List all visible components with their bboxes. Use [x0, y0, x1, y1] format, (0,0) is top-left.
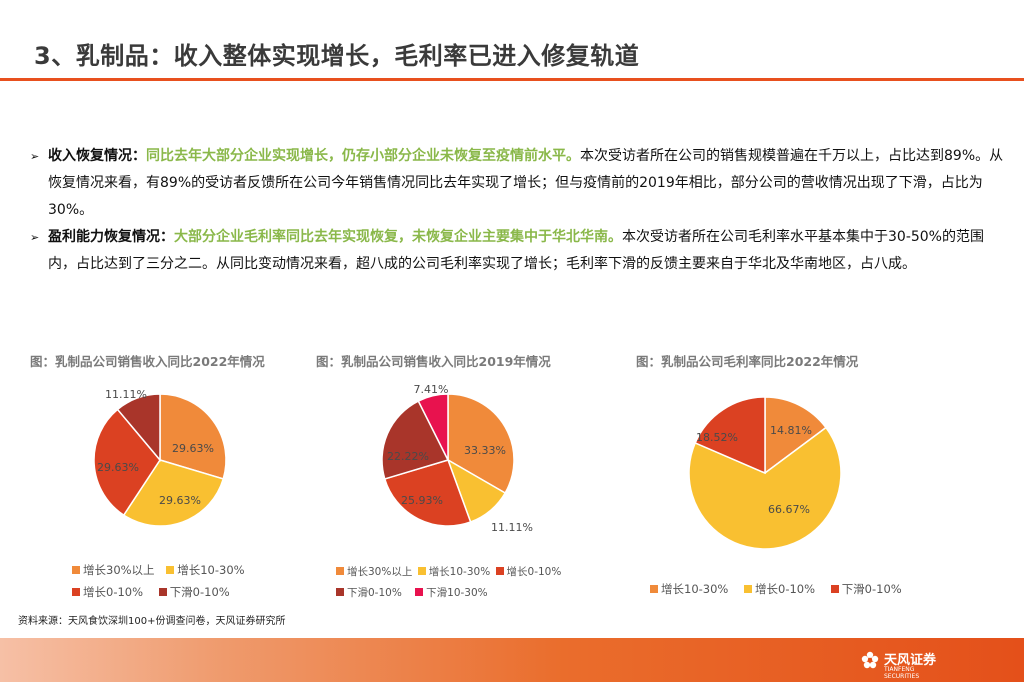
pie-data-label: 7.41%	[414, 383, 449, 396]
pie-data-label: 25.93%	[401, 494, 443, 507]
pie-slice-4	[116, 393, 161, 463]
legend-item: 增长30%以上	[336, 566, 412, 578]
pie-slice-3	[93, 408, 161, 517]
pie-slice-2	[122, 459, 225, 527]
arrow-bullet-icon: ➢	[30, 231, 40, 244]
bullet-highlight: 大部分企业毛利率同比去年实现恢复，未恢复企业主要集中于华北华南。	[174, 229, 622, 245]
chart-1-pie: 29.63% 29.63% 29.63% 11.11%	[93, 388, 227, 527]
title-divider	[0, 78, 1024, 81]
legend-swatch	[830, 585, 839, 593]
pie-data-label: 66.67%	[768, 503, 810, 516]
legend-item: 下滑0-10%	[830, 582, 902, 596]
legend-swatch	[158, 588, 167, 596]
pie-slice-3	[383, 459, 472, 527]
pie-data-label: 11.11%	[105, 388, 147, 401]
bullet-profitability: ➢ 盈利能力恢复情况：大部分企业毛利率同比去年实现恢复，未恢复企业主要集中于华北…	[30, 224, 1005, 278]
pie-slice-1	[764, 396, 827, 475]
pie-slice-1	[447, 393, 515, 495]
legend-item: 下滑0-10%	[158, 585, 230, 599]
brand-subtitle: TIANFENG SECURITIES	[884, 666, 920, 680]
pie-data-label: 29.63%	[159, 494, 201, 507]
source-note: 资料来源：天风食饮深圳100+份调查问卷，天风证券研究所	[18, 616, 286, 627]
chart-1-title: 图：乳制品公司销售收入同比2022年情况	[30, 354, 265, 369]
legend-swatch	[166, 566, 175, 574]
legend-swatch	[495, 567, 504, 575]
arrow-bullet-icon: ➢	[30, 150, 40, 163]
bullet-lead: 盈利能力恢复情况：	[48, 229, 174, 245]
pie-slice-4	[381, 400, 450, 480]
chart-2-legend: 增长30%以上 增长10-30% 增长0-10% 下滑0-10% 下滑10-30…	[336, 564, 561, 600]
bullet-body: 本次受访者所在公司毛利率水平基本集中于30-50%的范围内，占比达到了三分之二。…	[48, 229, 984, 272]
legend-item: 下滑0-10%	[336, 587, 402, 599]
chart-2-title: 图：乳制品公司销售收入同比2019年情况	[316, 354, 551, 369]
legend-item: 增长10-30%	[650, 582, 728, 596]
chart-2-pie: 33.33% 11.11% 25.93% 22.22% 7.41%	[381, 383, 533, 534]
chart-3-pie: 14.81% 66.67% 18.52%	[688, 396, 842, 550]
legend-item: 增长10-30%	[417, 566, 490, 578]
legend-swatch	[417, 567, 426, 575]
legend-item: 增长0-10%	[72, 585, 143, 599]
chart-3-title: 图：乳制品公司毛利率同比2022年情况	[636, 354, 859, 369]
legend-swatch	[72, 588, 80, 596]
pie-slice-2	[688, 426, 842, 550]
bullet-lead: 收入恢复情况：	[48, 148, 146, 164]
brand-name: 天风证券	[884, 653, 937, 668]
pie-data-label: 11.11%	[491, 521, 533, 534]
legend-swatch	[336, 567, 344, 575]
chart-1-legend: 增长30%以上 增长10-30% 增长0-10% 下滑0-10%	[72, 562, 245, 600]
pie-data-label: 29.63%	[97, 461, 139, 474]
brand-logo: 天风证券 TIANFENG SECURITIES	[860, 648, 950, 680]
pie-slice-5	[417, 393, 449, 461]
pie-data-label: 33.33%	[464, 444, 506, 457]
pie-slice-3	[694, 396, 766, 475]
legend-item: 增长0-10%	[744, 582, 815, 596]
pie-data-label: 29.63%	[172, 442, 214, 455]
legend-item: 增长30%以上	[72, 563, 155, 577]
legend-item: 下滑10-30%	[415, 587, 488, 599]
bullet-body: 本次受访者所在公司的销售规模普遍在千万以上，占比达到89%。从恢复情况来看，有8…	[48, 148, 1004, 218]
legend-swatch	[336, 588, 344, 596]
flower-logo-icon	[861, 651, 879, 669]
legend-swatch	[650, 585, 658, 593]
footer-band	[0, 638, 1024, 682]
bullet-highlight: 同比去年大部分企业实现增长，仍存小部分企业未恢复至疫情前水平。	[146, 148, 580, 164]
pie-data-label: 14.81%	[770, 424, 812, 437]
page-title: 3、乳制品：收入整体实现增长，毛利率已进入修复轨道	[34, 42, 640, 70]
pie-data-label: 18.52%	[696, 431, 738, 444]
legend-swatch	[744, 585, 752, 593]
legend-swatch	[72, 566, 80, 574]
legend-swatch	[415, 588, 424, 596]
pie-slice-1	[159, 393, 227, 480]
bullet-list: ➢ 收入恢复情况：同比去年大部分企业实现增长，仍存小部分企业未恢复至疫情前水平。…	[30, 143, 1005, 278]
pie-data-label: 22.22%	[387, 450, 429, 463]
legend-item: 增长10-30%	[166, 563, 245, 577]
chart-3-legend: 增长10-30% 增长0-10% 下滑0-10%	[650, 581, 902, 597]
legend-item: 增长0-10%	[495, 566, 561, 578]
bullet-revenue: ➢ 收入恢复情况：同比去年大部分企业实现增长，仍存小部分企业未恢复至疫情前水平。…	[30, 143, 1005, 224]
